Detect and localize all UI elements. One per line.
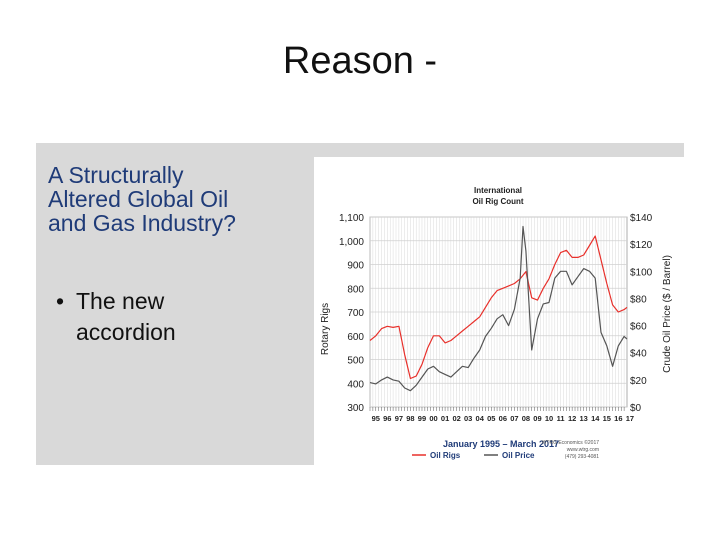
oil-rig-chart: 300 400 500 600 700 800 900 1,000 1,100 $0 $20 $40 $… <box>320 186 673 460</box>
x-tick-label: 17 <box>626 414 634 423</box>
bullet-marker: • <box>56 288 65 314</box>
slide-title: Reason - <box>282 40 438 82</box>
y-axis-right-label: Crude Oil Price ($ / Barrel) <box>662 255 673 373</box>
left-heading-line: and Gas Industry? <box>48 210 236 236</box>
series-line-oil-rigs <box>369 235 628 380</box>
x-tick-label: 11 <box>557 414 565 423</box>
x-tick-label: 95 <box>372 414 380 423</box>
x-tick-label: 99 <box>418 414 426 423</box>
y-tick-left-label: 300 <box>347 403 364 414</box>
x-tick-label: 03 <box>464 414 472 423</box>
series-line-oil-price <box>369 225 628 392</box>
x-tick-label: 98 <box>406 414 414 423</box>
y-tick-left-label: 700 <box>347 308 364 319</box>
x-tick-label: 09 <box>533 414 541 423</box>
x-tick-label: 08 <box>522 414 530 423</box>
x-axis-label: January 1995 – March 2017 <box>443 439 559 449</box>
y-tick-right-label: $100 <box>630 267 653 278</box>
bullet-line: accordion <box>76 319 176 345</box>
x-tick-label: 01 <box>441 414 449 423</box>
y-tick-left-label: 800 <box>347 284 364 295</box>
y-tick-left-label: 900 <box>347 261 364 272</box>
x-tick-label: 10 <box>545 414 553 423</box>
y-tick-right-label: $60 <box>630 322 647 333</box>
y-axis-left-label: Rotary Rigs <box>320 303 331 355</box>
x-tick-label: 14 <box>591 414 600 423</box>
chart-card: 300 400 500 600 700 800 900 1,000 1,100 $0 $20 $40 $… <box>314 157 684 465</box>
content-panel: A Structurally Altered Global Oil and Ga… <box>36 143 684 465</box>
y-tick-left-label: 500 <box>347 356 364 367</box>
y-tick-right-label: $140 <box>630 213 653 224</box>
y-tick-right-label: $40 <box>630 349 647 360</box>
left-heading-line: A Structurally <box>48 162 184 188</box>
source-note-line: (479) 293-4081 <box>565 454 599 460</box>
x-tick-label: 00 <box>429 414 437 423</box>
x-tick-label: 04 <box>476 414 485 423</box>
bullet-line: The new <box>76 288 165 314</box>
x-tick-label: 06 <box>499 414 507 423</box>
x-tick-label: 97 <box>395 414 403 423</box>
x-tick-label: 96 <box>383 414 391 423</box>
y-tick-right-label: $20 <box>630 376 647 387</box>
x-tick-label: 15 <box>603 414 611 423</box>
y-tick-right-label: $120 <box>630 240 653 251</box>
legend-label-oil-rigs: Oil Rigs <box>430 451 461 460</box>
y-tick-left-label: 1,000 <box>339 237 364 248</box>
x-tick-label: 05 <box>487 414 495 423</box>
y-tick-right-label: $0 <box>630 403 642 414</box>
y-tick-left-label: 400 <box>347 379 364 390</box>
left-heading: A Structurally Altered Global Oil and Ga… <box>48 163 288 235</box>
source-note-line: www.wtrg.com <box>567 447 599 453</box>
chart-title-line: Oil Rig Count <box>472 197 523 206</box>
x-tick-label: 16 <box>614 414 622 423</box>
y-tick-left-label: 600 <box>347 332 364 343</box>
y-tick-left-label: 1,100 <box>339 213 364 224</box>
source-note-line: WTRG Economics ©2017 <box>542 439 600 446</box>
bullet-item: • The new accordion <box>56 286 286 348</box>
x-tick-label: 07 <box>510 414 518 423</box>
left-heading-line: Altered Global Oil <box>48 186 229 212</box>
chart-title-line: International <box>474 186 522 195</box>
legend-label-oil-price: Oil Price <box>502 451 535 460</box>
y-tick-right-label: $80 <box>630 294 647 305</box>
x-tick-label: 12 <box>568 414 576 423</box>
x-tick-label: 02 <box>452 414 460 423</box>
x-tick-label: 13 <box>580 414 588 423</box>
